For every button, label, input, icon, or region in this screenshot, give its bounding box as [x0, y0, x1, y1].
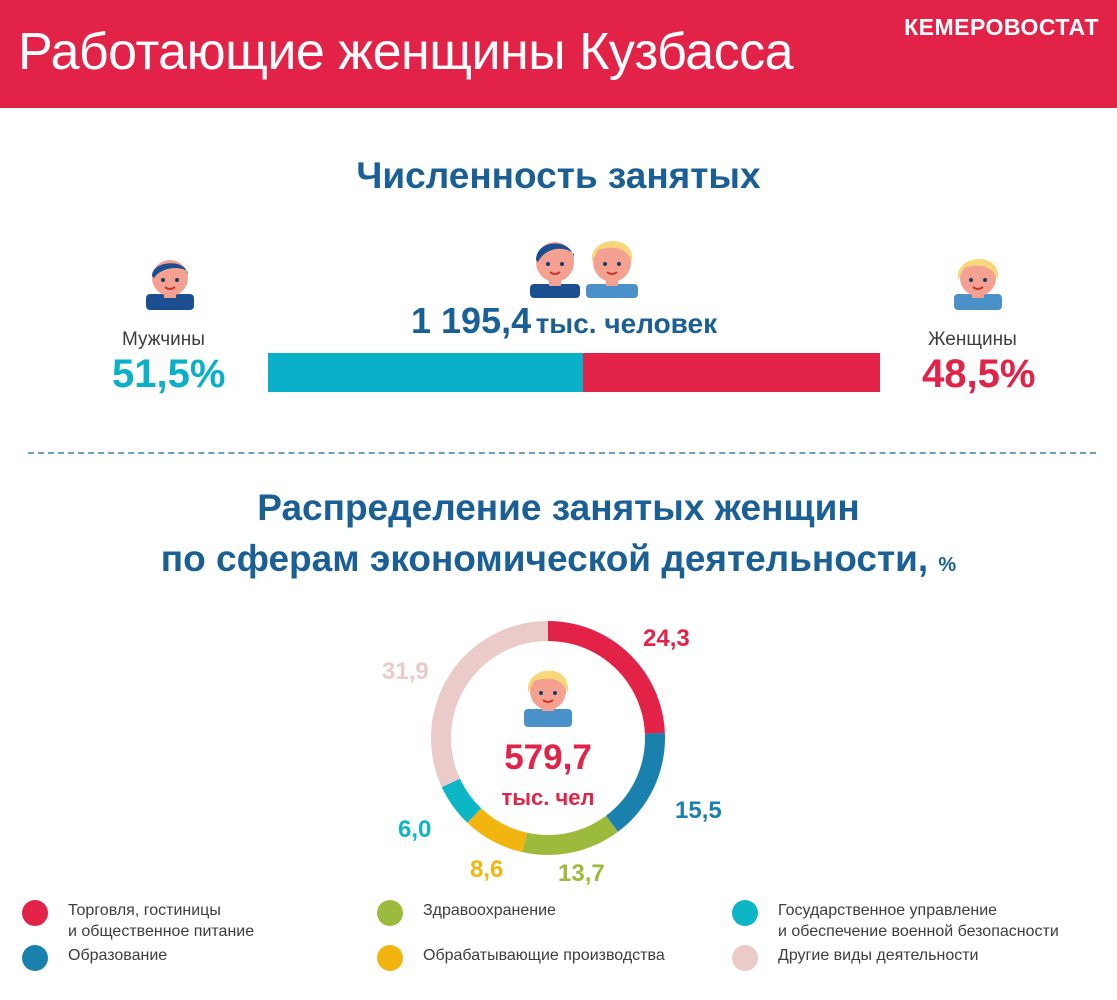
sector-donut-chart	[431, 621, 665, 855]
legend-item-manufacturing: Обрабатывающие производства	[377, 945, 665, 971]
legend-dot-education	[22, 945, 48, 971]
legend-item-other: Другие виды деятельности	[732, 945, 978, 971]
women-percent: 48,5%	[922, 352, 1036, 396]
legend-dot-trade	[22, 900, 48, 926]
donut-slice-education	[605, 732, 665, 832]
slice-label-education: 15,5	[675, 797, 722, 824]
total-employed-unit: тыс. человек	[535, 308, 718, 339]
women-label: Женщины	[928, 329, 1017, 350]
gender-bar-women	[583, 353, 880, 392]
couple-avatar-icon	[530, 240, 638, 298]
legend-item-healthcare: Здравоохранение	[377, 900, 556, 926]
legend-label-manufacturing: Обрабатывающие производства	[423, 947, 665, 964]
distribution-title-line2: по сферам экономической деятельности, %	[0, 538, 1117, 580]
legend-dot-other	[732, 945, 758, 971]
legend-label-other: Другие виды деятельности	[778, 947, 979, 964]
distribution-title-text: по сферам экономической деятельности,	[160, 538, 929, 579]
slice-label-other: 31,9	[382, 658, 429, 685]
man-avatar-icon	[146, 260, 194, 310]
legend-item-trade: Торговля, гостиницы и общественное питан…	[22, 900, 254, 942]
donut-slice-manufacturing	[467, 808, 527, 853]
legend-label-education: Образование	[68, 947, 168, 964]
distribution-title-unit: %	[938, 554, 957, 576]
employment-title: Численность занятых	[356, 155, 761, 196]
legend-label-healthcare: Здравоохранение	[423, 902, 556, 919]
gender-split-bar	[268, 353, 880, 392]
center-total-unit: тыс. чел	[501, 785, 595, 810]
header-banner: Работающие женщины Кузбасса КЕМЕРОВОСТАТ	[0, 0, 1117, 108]
total-employed-value: 1 195,4	[411, 300, 532, 341]
legend-label-trade: Торговля, гостиницы и общественное питан…	[68, 902, 255, 940]
donut-slice-other	[431, 621, 548, 788]
men-label: Мужчины	[122, 329, 205, 350]
legend-dot-manufacturing	[377, 945, 403, 971]
donut-slice-trade	[548, 621, 665, 734]
woman-avatar-icon	[954, 258, 1002, 310]
men-percent: 51,5%	[112, 352, 226, 396]
distribution-title-line1: Распределение занятых женщин	[257, 487, 860, 528]
total-employed: 1 195,4 тыс. человек	[411, 300, 717, 342]
page-title: Работающие женщины Кузбасса	[18, 23, 794, 81]
center-total-value: 579,7	[504, 738, 592, 777]
legend-item-government: Государственное управление и обеспечение…	[732, 900, 1059, 942]
woman-center-icon	[524, 670, 572, 727]
legend-label-government: Государственное управление и обеспечение…	[778, 902, 1059, 940]
brand-logo: КЕМЕРОВОСТАТ	[904, 14, 1099, 40]
slice-label-government: 6,0	[398, 816, 432, 843]
legend-dot-healthcare	[377, 900, 403, 926]
donut-slice-government	[441, 778, 482, 823]
slice-label-manufacturing: 8,6	[470, 856, 504, 883]
section-divider	[28, 452, 1096, 454]
slice-label-trade: 24,3	[643, 625, 690, 652]
legend-item-education: Образование	[22, 945, 167, 971]
donut-slice-healthcare	[522, 815, 618, 855]
slice-label-healthcare: 13,7	[558, 860, 605, 887]
gender-bar-men	[268, 353, 584, 392]
legend-dot-government	[732, 900, 758, 926]
